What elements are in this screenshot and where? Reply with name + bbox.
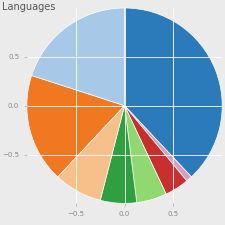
Wedge shape	[58, 106, 125, 200]
Wedge shape	[125, 106, 187, 194]
Wedge shape	[32, 8, 125, 106]
Wedge shape	[125, 8, 222, 177]
Text: Languages: Languages	[2, 2, 56, 12]
Wedge shape	[125, 106, 191, 181]
Wedge shape	[27, 76, 125, 177]
Wedge shape	[100, 106, 137, 203]
Wedge shape	[125, 106, 166, 202]
